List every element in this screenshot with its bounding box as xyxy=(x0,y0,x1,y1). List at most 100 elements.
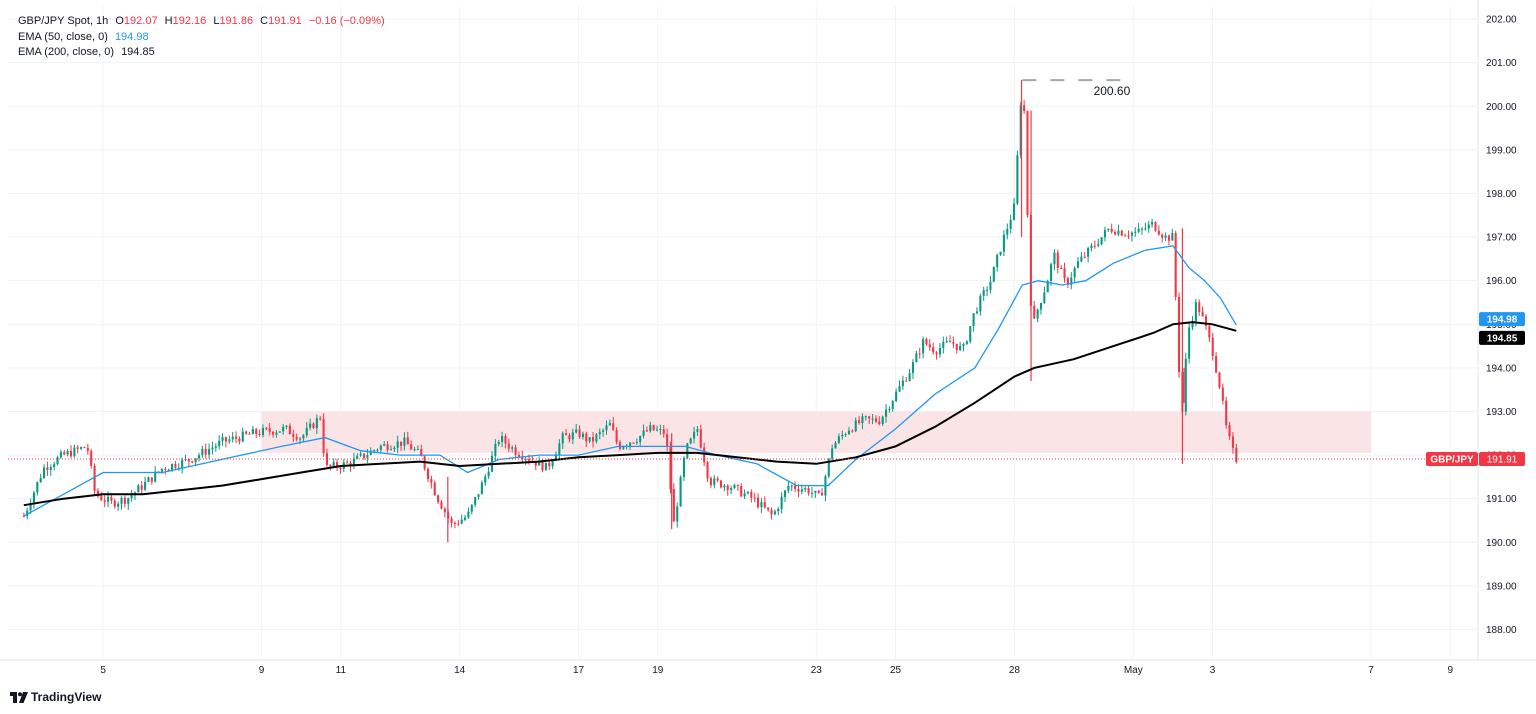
candle-body xyxy=(127,498,130,504)
price-tick-label: 198.00 xyxy=(1486,189,1517,200)
candle-body xyxy=(480,482,483,495)
candle-body xyxy=(460,519,463,524)
candle-body xyxy=(608,423,611,426)
candle-body xyxy=(224,437,227,442)
candle-body xyxy=(336,462,339,468)
candle-body xyxy=(241,431,244,442)
candle-body xyxy=(1211,337,1214,357)
legend-ema200-row[interactable]: EMA (200, close, 0) 194.85 xyxy=(18,45,385,61)
time-axis[interactable]: 5 9 11 14 17 19 23 25 28 May 3 7 9 xyxy=(100,665,1453,676)
candle-body xyxy=(69,450,73,457)
candle-body xyxy=(743,493,746,497)
candle-body xyxy=(918,353,921,355)
candle-body xyxy=(615,429,618,443)
candle-body xyxy=(36,481,39,493)
candle-body xyxy=(1053,252,1056,265)
candle-body xyxy=(588,437,591,442)
candle-body xyxy=(73,447,76,457)
time-tick-label: 17 xyxy=(573,665,585,676)
tradingview-logo[interactable]: TradingView xyxy=(10,690,101,704)
candle-body xyxy=(400,441,403,446)
candle-body xyxy=(989,281,992,290)
legend-ema50-row[interactable]: EMA (50, close, 0) 194.98 xyxy=(18,30,385,46)
candle-body xyxy=(1218,372,1221,388)
candle-body xyxy=(959,345,962,351)
candle-body xyxy=(430,478,433,483)
candle-body xyxy=(639,435,642,443)
candle-body xyxy=(191,461,194,463)
candle-body xyxy=(181,459,184,468)
candle-body xyxy=(487,471,490,477)
candle-body xyxy=(265,428,268,430)
candle-body xyxy=(999,251,1002,255)
candle-body xyxy=(1188,327,1191,359)
candle-body xyxy=(1228,425,1231,437)
candle-body xyxy=(457,523,460,525)
candle-body xyxy=(979,295,982,312)
candle-body xyxy=(154,471,157,482)
candle-body xyxy=(521,456,524,460)
candle-body xyxy=(726,485,729,491)
candle-body xyxy=(356,455,359,459)
candle-body xyxy=(1012,203,1016,220)
legend-open-label: O xyxy=(115,15,124,27)
candle-body xyxy=(972,313,975,327)
candle-body xyxy=(113,500,116,507)
candle-body xyxy=(130,495,133,499)
candle-body xyxy=(585,433,588,442)
ema50-badge-label: 194.98 xyxy=(1487,315,1518,326)
candle-body xyxy=(534,461,537,466)
candle-body xyxy=(295,436,298,440)
candle-body xyxy=(416,448,419,450)
candle-body xyxy=(204,448,207,455)
candle-body xyxy=(928,344,931,348)
price-axis[interactable]: 202.00 201.00 200.00 199.00 198.00 197.00 196.… xyxy=(1426,15,1525,636)
candle-body xyxy=(255,429,258,434)
candle-body xyxy=(1231,436,1234,448)
price-tick-label: 188.00 xyxy=(1486,625,1517,636)
candle-body xyxy=(144,481,147,490)
candle-body xyxy=(527,458,531,461)
candle-body xyxy=(676,506,679,522)
candle-body xyxy=(1114,232,1117,235)
candle-body xyxy=(1235,447,1238,462)
candle-body xyxy=(898,386,901,392)
candle-body xyxy=(716,478,719,481)
candle-body xyxy=(1087,247,1090,257)
candle-body xyxy=(797,489,800,492)
candle-body xyxy=(396,441,399,448)
candle-body xyxy=(844,434,847,436)
candle-body xyxy=(895,391,898,402)
candle-body xyxy=(332,462,335,467)
candle-body xyxy=(329,465,332,467)
candle-body xyxy=(565,433,568,436)
candle-body xyxy=(1006,228,1009,235)
candle-body xyxy=(861,416,864,424)
candle-body xyxy=(821,492,824,496)
candle-body xyxy=(1117,230,1120,235)
candle-body xyxy=(150,477,153,482)
candle-body xyxy=(874,418,877,422)
candle-body xyxy=(272,431,275,435)
candle-body xyxy=(1023,105,1026,112)
candle-body xyxy=(787,485,790,491)
candle-body xyxy=(1178,296,1181,373)
candle-body xyxy=(1134,231,1137,233)
legend-open: 192.07 xyxy=(123,15,158,27)
candle-body xyxy=(689,438,692,444)
ema50-badge-bg xyxy=(1479,312,1525,327)
candle-body xyxy=(1043,292,1046,303)
candle-body xyxy=(208,449,211,455)
candle-body xyxy=(1033,305,1036,319)
candle-body xyxy=(794,485,797,490)
time-tick-label: 25 xyxy=(890,665,902,676)
candle-body xyxy=(703,447,706,463)
candle-body xyxy=(662,429,665,435)
candle-body xyxy=(767,507,770,510)
time-tick-label: 9 xyxy=(1447,665,1453,676)
time-tick-label: 19 xyxy=(652,665,664,676)
candle-body xyxy=(359,453,362,456)
legend-symbol[interactable]: GBP/JPY Spot, 1h xyxy=(18,15,109,27)
candle-body xyxy=(1194,302,1197,321)
